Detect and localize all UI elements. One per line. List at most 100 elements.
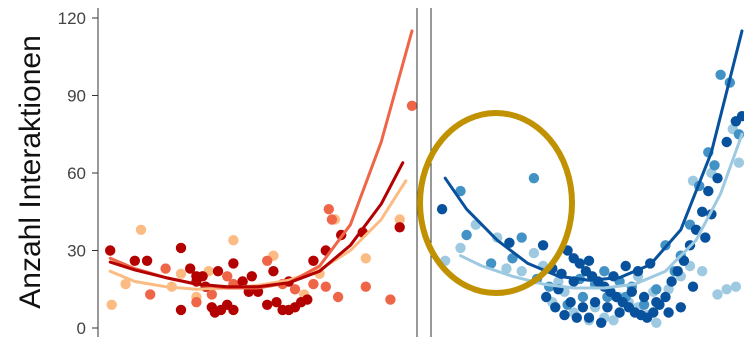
left-series-1-point	[222, 271, 233, 282]
left-series-0-point	[120, 278, 131, 290]
right-series-2-point	[550, 302, 561, 313]
right-series-0-point	[608, 315, 619, 326]
right-series-0-point	[733, 157, 744, 168]
right-panel	[436, 29, 744, 328]
left-series-1-point	[191, 297, 202, 308]
right-series-2-point	[736, 111, 744, 122]
left-series-2-point	[175, 304, 187, 316]
left-series-2-point	[185, 263, 196, 274]
left-series-2-point	[105, 245, 116, 256]
left-series-1-point	[323, 204, 334, 215]
right-series-1-point	[455, 185, 466, 197]
right-series-2-point	[559, 309, 570, 321]
right-series-2-point	[703, 185, 714, 197]
right-series-1-point	[638, 299, 650, 310]
y-tick-label: 120	[58, 9, 86, 28]
left-series-2-point	[271, 297, 282, 308]
left-series-1-point	[145, 289, 156, 300]
right-series-0-point	[721, 284, 732, 295]
right-series-1-point	[709, 160, 720, 171]
right-series-0-point	[697, 266, 708, 277]
right-series-2-point	[626, 286, 637, 297]
right-series-1-point	[715, 69, 726, 81]
left-series-1-point	[206, 289, 217, 300]
y-tick-label: 60	[67, 164, 86, 183]
left-series-1-point	[289, 284, 301, 295]
right-series-1-point	[485, 258, 497, 269]
left-series-1-trend-line	[108, 29, 414, 290]
left-series-0-point	[106, 299, 117, 310]
left-series-2-point	[268, 266, 279, 277]
right-series-2-point	[672, 266, 683, 277]
left-series-1-point	[326, 214, 338, 225]
right-series-2-trend-line	[443, 29, 744, 282]
y-tick-label: 90	[67, 87, 86, 106]
right-series-1-point	[577, 291, 589, 303]
left-series-0-point	[135, 224, 147, 235]
left-series-1-point	[360, 281, 371, 292]
left-series-2-point	[246, 271, 257, 282]
right-series-2-point	[712, 173, 723, 184]
y-axis-label: Anzahl Interaktionen	[14, 35, 47, 309]
right-series-0-point	[501, 263, 512, 274]
left-series-0-point	[360, 253, 371, 264]
right-series-0-point	[651, 317, 662, 328]
right-series-1-point	[651, 284, 662, 295]
right-series-2-point	[614, 307, 625, 318]
right-series-2-point	[577, 302, 589, 313]
left-series-2-trend-line	[108, 161, 405, 289]
right-series-0-point	[712, 289, 723, 300]
left-series-2-point	[302, 294, 313, 305]
left-y-axis: 0 30 60 90 120	[58, 9, 98, 337]
left-series-1-point	[385, 294, 396, 305]
left-series-0-point	[394, 214, 405, 225]
right-series-2-point	[602, 302, 613, 313]
left-series-2-point	[394, 222, 405, 233]
right-series-2-point	[700, 232, 711, 243]
right-series-2-point	[596, 317, 607, 328]
right-series-2-point	[608, 271, 619, 282]
right-series-0-trend-line	[459, 132, 744, 290]
left-series-0-point	[175, 268, 187, 279]
right-series-2-point	[565, 297, 576, 308]
right-series-2-point	[504, 237, 515, 248]
right-series-2-point	[721, 136, 732, 148]
left-series-1-point	[406, 100, 418, 112]
left-series-2-point	[228, 304, 239, 316]
right-series-2-point	[589, 297, 601, 308]
right-series-2-point	[660, 291, 671, 303]
right-series-2-point	[541, 291, 552, 303]
right-series-2-point	[537, 240, 549, 251]
right-series-2-point	[436, 204, 448, 215]
right-series-2-point	[620, 260, 631, 272]
left-series-2-point	[141, 255, 153, 266]
right-series-2-point	[648, 307, 659, 318]
right-series-0-point	[516, 266, 527, 277]
left-series-2-point	[262, 299, 273, 310]
left-series-1-point	[332, 291, 344, 303]
left-series-2-point	[308, 255, 319, 266]
right-series-1-point	[599, 266, 610, 277]
right-series-2-point	[687, 281, 699, 292]
right-series-1-point	[528, 173, 540, 184]
left-series-1-point	[160, 263, 171, 274]
right-series-1-point	[461, 229, 472, 241]
right-series-2-point	[583, 255, 595, 266]
highlight-ellipse	[417, 110, 575, 296]
left-series-1-point	[308, 278, 319, 290]
left-series-2-point	[228, 258, 239, 269]
right-series-2-point	[678, 255, 690, 266]
right-series-2-point	[571, 312, 582, 323]
left-series-2-point	[175, 242, 187, 254]
right-series-2-point	[574, 258, 585, 269]
right-series-2-point	[663, 307, 674, 318]
right-series-1-point	[507, 253, 518, 264]
right-series-0-point	[492, 232, 503, 243]
right-series-0-point	[730, 281, 742, 292]
y-tick-label: 30	[67, 242, 86, 261]
right-series-2-point	[675, 302, 686, 313]
y-tick-label: 0	[77, 319, 86, 337]
left-series-1-point	[262, 255, 273, 266]
right-series-0-point	[455, 242, 466, 254]
